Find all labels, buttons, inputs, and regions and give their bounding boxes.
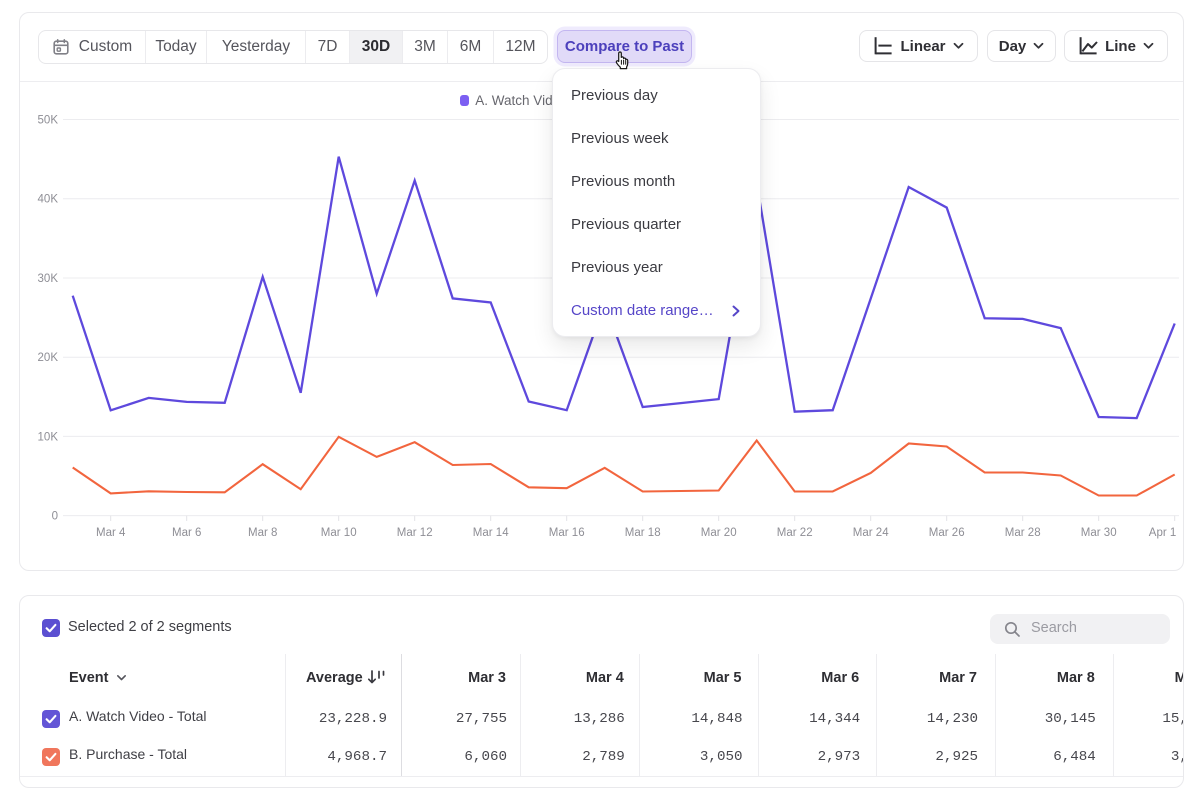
svg-text:30K: 30K xyxy=(38,273,59,285)
svg-text:0: 0 xyxy=(52,511,58,523)
svg-text:Mar 8: Mar 8 xyxy=(248,527,277,539)
svg-text:Mar 28: Mar 28 xyxy=(1005,527,1041,539)
svg-text:Mar 6: Mar 6 xyxy=(172,527,201,539)
svg-text:Mar 16: Mar 16 xyxy=(549,527,585,539)
svg-text:Mar 22: Mar 22 xyxy=(777,527,813,539)
svg-text:Mar 30: Mar 30 xyxy=(1081,527,1117,539)
svg-text:Apr 1: Apr 1 xyxy=(1149,527,1177,539)
svg-text:50K: 50K xyxy=(38,115,59,127)
svg-text:Mar 4: Mar 4 xyxy=(96,527,126,539)
svg-text:Mar 24: Mar 24 xyxy=(853,527,889,539)
svg-text:Mar 26: Mar 26 xyxy=(929,527,965,539)
svg-text:Mar 20: Mar 20 xyxy=(701,527,737,539)
svg-text:Mar 14: Mar 14 xyxy=(473,527,509,539)
svg-text:Mar 12: Mar 12 xyxy=(397,527,433,539)
svg-text:20K: 20K xyxy=(38,352,59,364)
svg-text:Mar 18: Mar 18 xyxy=(625,527,661,539)
svg-text:10K: 10K xyxy=(38,431,59,443)
svg-text:Mar 10: Mar 10 xyxy=(321,527,357,539)
svg-text:40K: 40K xyxy=(38,194,59,206)
